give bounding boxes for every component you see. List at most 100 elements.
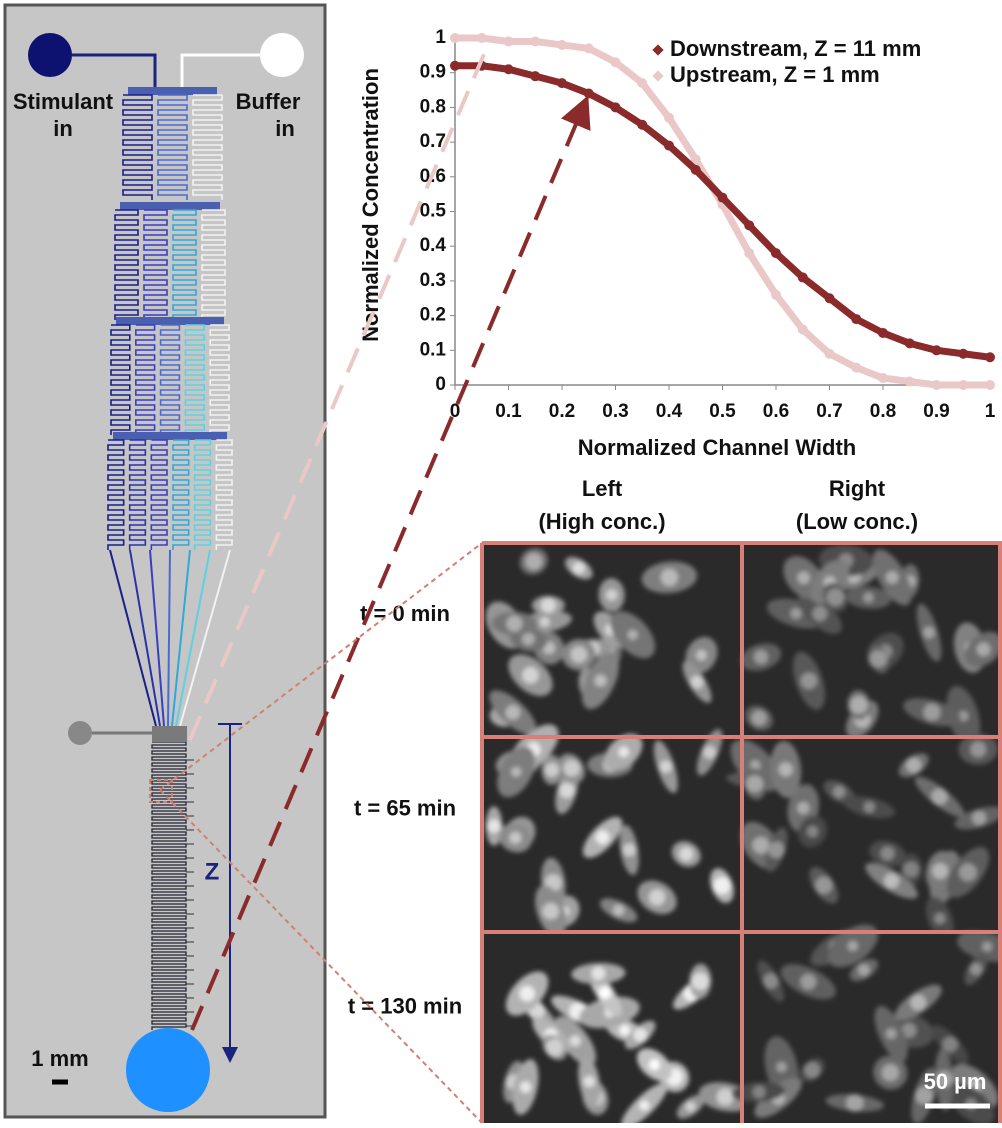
nucleus	[776, 1062, 787, 1073]
nucleus	[797, 802, 809, 814]
nucleus	[833, 786, 845, 798]
nucleus	[754, 650, 768, 664]
data-point	[958, 349, 968, 359]
y-tick-label: 0.1	[420, 339, 447, 360]
data-point	[718, 193, 728, 203]
column-label: (Low conc.)	[796, 509, 918, 534]
y-tick-label: 0.4	[420, 235, 447, 256]
nucleus	[542, 903, 559, 920]
data-point	[878, 328, 888, 338]
data-point	[932, 345, 942, 355]
legend-marker	[652, 70, 663, 81]
y-axis-title: Normalized Concentration	[358, 68, 383, 342]
y-tick-label: 0.9	[420, 62, 446, 83]
outlet	[126, 1028, 210, 1112]
nucleus	[763, 973, 779, 989]
nucleus	[573, 562, 585, 574]
data-point	[584, 89, 594, 99]
nucleus	[594, 675, 606, 687]
buffer-label: Buffer	[236, 89, 301, 114]
nucleus	[970, 741, 986, 757]
chart: Normalized Channel Width Normalized Conc…	[358, 27, 996, 460]
x-tick-label: 0.6	[763, 401, 789, 422]
x-tick-label: 0.8	[870, 401, 896, 422]
nucleus	[596, 830, 610, 844]
side-port	[68, 721, 92, 745]
data-point	[985, 380, 995, 390]
stimulant-label: in	[53, 116, 73, 141]
nucleus	[931, 789, 947, 805]
stimulant-inlet	[28, 33, 72, 77]
data-point	[477, 33, 487, 43]
column-label: (High conc.)	[538, 509, 665, 534]
device-diagram: Stimulant in Buffer in Z 1 mm	[5, 5, 325, 1117]
nucleus	[848, 941, 859, 952]
nucleus	[753, 1086, 766, 1099]
x-axis-title: Normalized Channel Width	[578, 435, 856, 460]
scale-label: 50 µm	[924, 1069, 987, 1094]
row-label: t = 65 min	[354, 795, 456, 820]
nucleus	[541, 598, 556, 613]
series-line	[455, 38, 990, 385]
nucleus	[546, 1039, 564, 1057]
nucleus	[649, 1059, 660, 1070]
micrographs: Left(High conc.)Right(Low conc.)t = 0 mi…	[348, 476, 1002, 1123]
nucleus	[623, 843, 636, 856]
nucleus	[633, 1028, 647, 1042]
nucleus	[563, 760, 580, 777]
data-point	[905, 338, 915, 348]
nucleus	[846, 1094, 863, 1111]
y-tick-label: 0.8	[420, 96, 446, 117]
nucleus	[804, 1062, 820, 1078]
x-tick-label: 0.9	[923, 401, 949, 422]
column-label: Right	[829, 476, 886, 501]
nucleus	[982, 942, 992, 952]
data-point	[504, 36, 514, 46]
nucleus	[685, 1102, 695, 1112]
nucleus	[696, 650, 707, 661]
data-point	[691, 165, 701, 175]
data-point	[878, 373, 888, 383]
nucleus	[812, 606, 827, 621]
y-tick-label: 1	[435, 27, 446, 48]
junction	[152, 726, 187, 742]
nucleus	[545, 763, 559, 777]
nucleus	[959, 863, 977, 881]
y-tick-label: 0.2	[420, 305, 446, 326]
nucleus	[692, 973, 709, 990]
nucleus	[801, 672, 818, 689]
nucleus	[599, 987, 611, 999]
nucleus	[906, 758, 921, 773]
nucleus	[751, 710, 766, 725]
nucleus	[972, 811, 986, 825]
nucleus	[858, 964, 870, 976]
nucleus	[797, 571, 810, 584]
nucleus	[522, 667, 539, 684]
nucleus	[884, 873, 899, 888]
nucleus	[863, 592, 873, 602]
data-point	[932, 380, 942, 390]
mixer-header	[116, 317, 224, 325]
nucleus	[591, 967, 605, 981]
stimulant-label: Stimulant	[13, 89, 114, 114]
nucleus	[807, 826, 819, 838]
data-point	[450, 33, 460, 43]
nucleus	[628, 630, 638, 640]
nucleus	[649, 889, 665, 905]
data-point	[985, 352, 995, 362]
nucleus	[870, 650, 887, 667]
nucleus	[815, 877, 832, 894]
nucleus	[910, 994, 926, 1010]
nucleus	[934, 913, 945, 924]
nucleus	[520, 1081, 531, 1092]
nucleus	[713, 877, 730, 894]
nucleus	[522, 633, 535, 646]
legend-marker	[652, 44, 663, 55]
data-point	[664, 113, 674, 123]
y-tick-label: 0.3	[420, 270, 446, 291]
x-tick-label: 0.1	[495, 401, 522, 422]
nucleus	[511, 767, 521, 777]
nucleus	[619, 1025, 630, 1036]
data-point	[530, 36, 540, 46]
buffer-inlet	[260, 33, 304, 77]
